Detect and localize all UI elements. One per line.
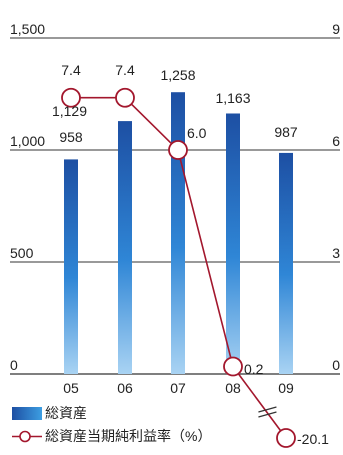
bar — [64, 159, 78, 374]
left-tick-label: 1,500 — [10, 21, 45, 37]
legend-item-bar: 総資産 — [12, 403, 87, 423]
right-tick-label: 6 — [332, 133, 340, 149]
line-point — [223, 356, 243, 377]
line-series — [71, 96, 234, 367]
x-tick-label: 05 — [63, 380, 79, 396]
legend-bar-label: 総資産 — [45, 405, 87, 421]
bar — [171, 92, 185, 374]
line-point — [115, 87, 135, 108]
bar — [226, 113, 240, 374]
bar-value-label: 958 — [59, 129, 83, 145]
line-value-label: 7.4 — [61, 62, 81, 78]
axis-break-mark — [258, 411, 277, 418]
x-tick-label: 09 — [278, 380, 294, 396]
bar-value-label: 987 — [274, 124, 298, 140]
axis-break-mark — [258, 406, 277, 413]
line-point — [276, 428, 296, 448]
legend-item-line: 総資産当期純利益率（%） — [12, 426, 211, 446]
bar-value-label: 1,163 — [215, 90, 250, 106]
x-tick-label: 08 — [225, 380, 241, 396]
line-point — [61, 87, 81, 108]
line-value-label: -20.1 — [297, 431, 329, 447]
line-series-segment — [232, 366, 287, 439]
legend-line-swatch — [12, 430, 42, 442]
x-tick-label: 07 — [170, 380, 186, 396]
left-tick-label: 0 — [10, 357, 18, 373]
bar-value-label: 1,258 — [160, 67, 195, 83]
right-tick-label: 0 — [332, 357, 340, 373]
line-value-label: 7.4 — [115, 62, 135, 78]
line-point — [168, 140, 188, 160]
legend-line-label: 総資産当期純利益率（%） — [45, 428, 212, 444]
right-tick-label: 9 — [332, 21, 340, 37]
line-value-label: 6.0 — [187, 125, 207, 141]
left-tick-label: 500 — [10, 245, 34, 261]
legend-bar-swatch — [12, 406, 42, 420]
right-tick-label: 3 — [332, 245, 340, 261]
line-value-label: 0.2 — [244, 361, 264, 377]
bar — [118, 121, 132, 374]
bar-value-label: 1,129 — [52, 103, 87, 119]
left-tick-label: 1,000 — [10, 133, 45, 149]
bar — [279, 152, 293, 374]
x-tick-label: 06 — [117, 380, 133, 396]
